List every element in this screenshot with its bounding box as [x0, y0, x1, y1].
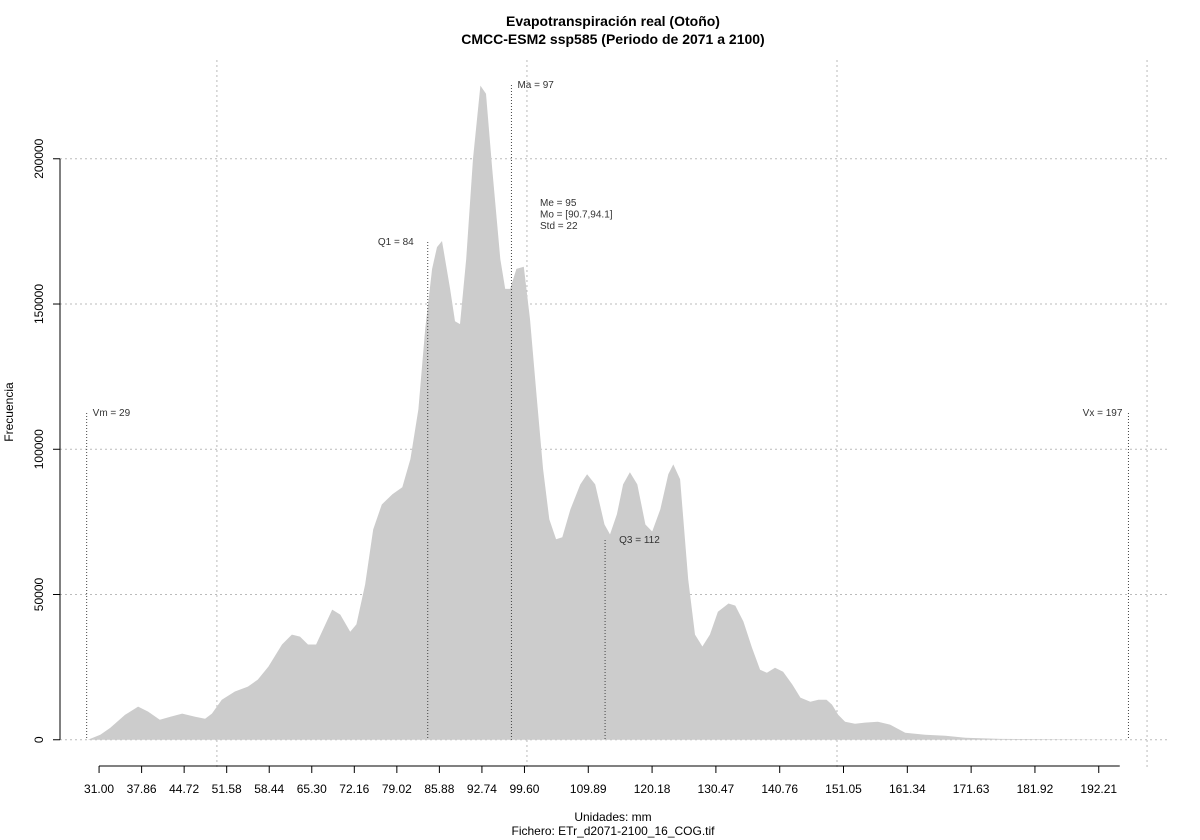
x-tick-label: 151.05	[825, 782, 862, 796]
marker-label: Q1 = 84	[378, 237, 414, 248]
x-tick-label: 171.63	[953, 782, 990, 796]
x-tick-label: 192.21	[1080, 782, 1117, 796]
marker-label: Ma = 97	[517, 80, 554, 91]
x-tick-label: 161.34	[889, 782, 926, 796]
marker-label: Vx = 197	[1083, 408, 1123, 419]
density-area	[87, 85, 1129, 740]
x-tick-label: 79.02	[382, 782, 412, 796]
y-tick-label: 50000	[32, 578, 46, 612]
x-tick-label: 140.76	[761, 782, 798, 796]
x-tick-label: 85.88	[424, 782, 454, 796]
x-tick-label: 37.86	[127, 782, 157, 796]
stat-label: Std = 22	[540, 221, 578, 232]
chart-title: Evapotranspiración real (Otoño)	[506, 13, 720, 29]
marker-label: Q3 = 112	[619, 535, 660, 546]
x-tick-label: 44.72	[169, 782, 199, 796]
y-tick-label: 0	[32, 736, 46, 743]
x-tick-label: 99.60	[509, 782, 539, 796]
y-tick-label: 100000	[32, 429, 46, 469]
x-tick-label: 181.92	[1017, 782, 1054, 796]
x-tick-label: 92.74	[467, 782, 497, 796]
x-tick-label: 130.47	[698, 782, 735, 796]
x-tick-label: 58.44	[254, 782, 284, 796]
marker-label: Vm = 29	[93, 408, 131, 419]
y-axis-label: Frecuencia	[2, 382, 16, 442]
x-tick-label: 120.18	[634, 782, 671, 796]
stat-label: Me = 95	[540, 198, 577, 209]
x-tick-label: 65.30	[297, 782, 327, 796]
stat-label: Mo = [90.7,94.1]	[540, 210, 613, 221]
chart-subtitle: CMCC-ESM2 ssp585 (Periodo de 2071 a 2100…	[461, 31, 764, 47]
x-tick-label: 51.58	[212, 782, 242, 796]
x-tick-label: 109.89	[570, 782, 607, 796]
x-tick-label: 31.00	[84, 782, 114, 796]
x-tick-label: 72.16	[339, 782, 369, 796]
y-tick-label: 200000	[32, 138, 46, 178]
x-axis-label: Unidades: mm	[574, 810, 651, 824]
caption: Fichero: ETr_d2071-2100_16_COG.tif	[512, 824, 716, 838]
y-tick-label: 150000	[32, 284, 46, 324]
